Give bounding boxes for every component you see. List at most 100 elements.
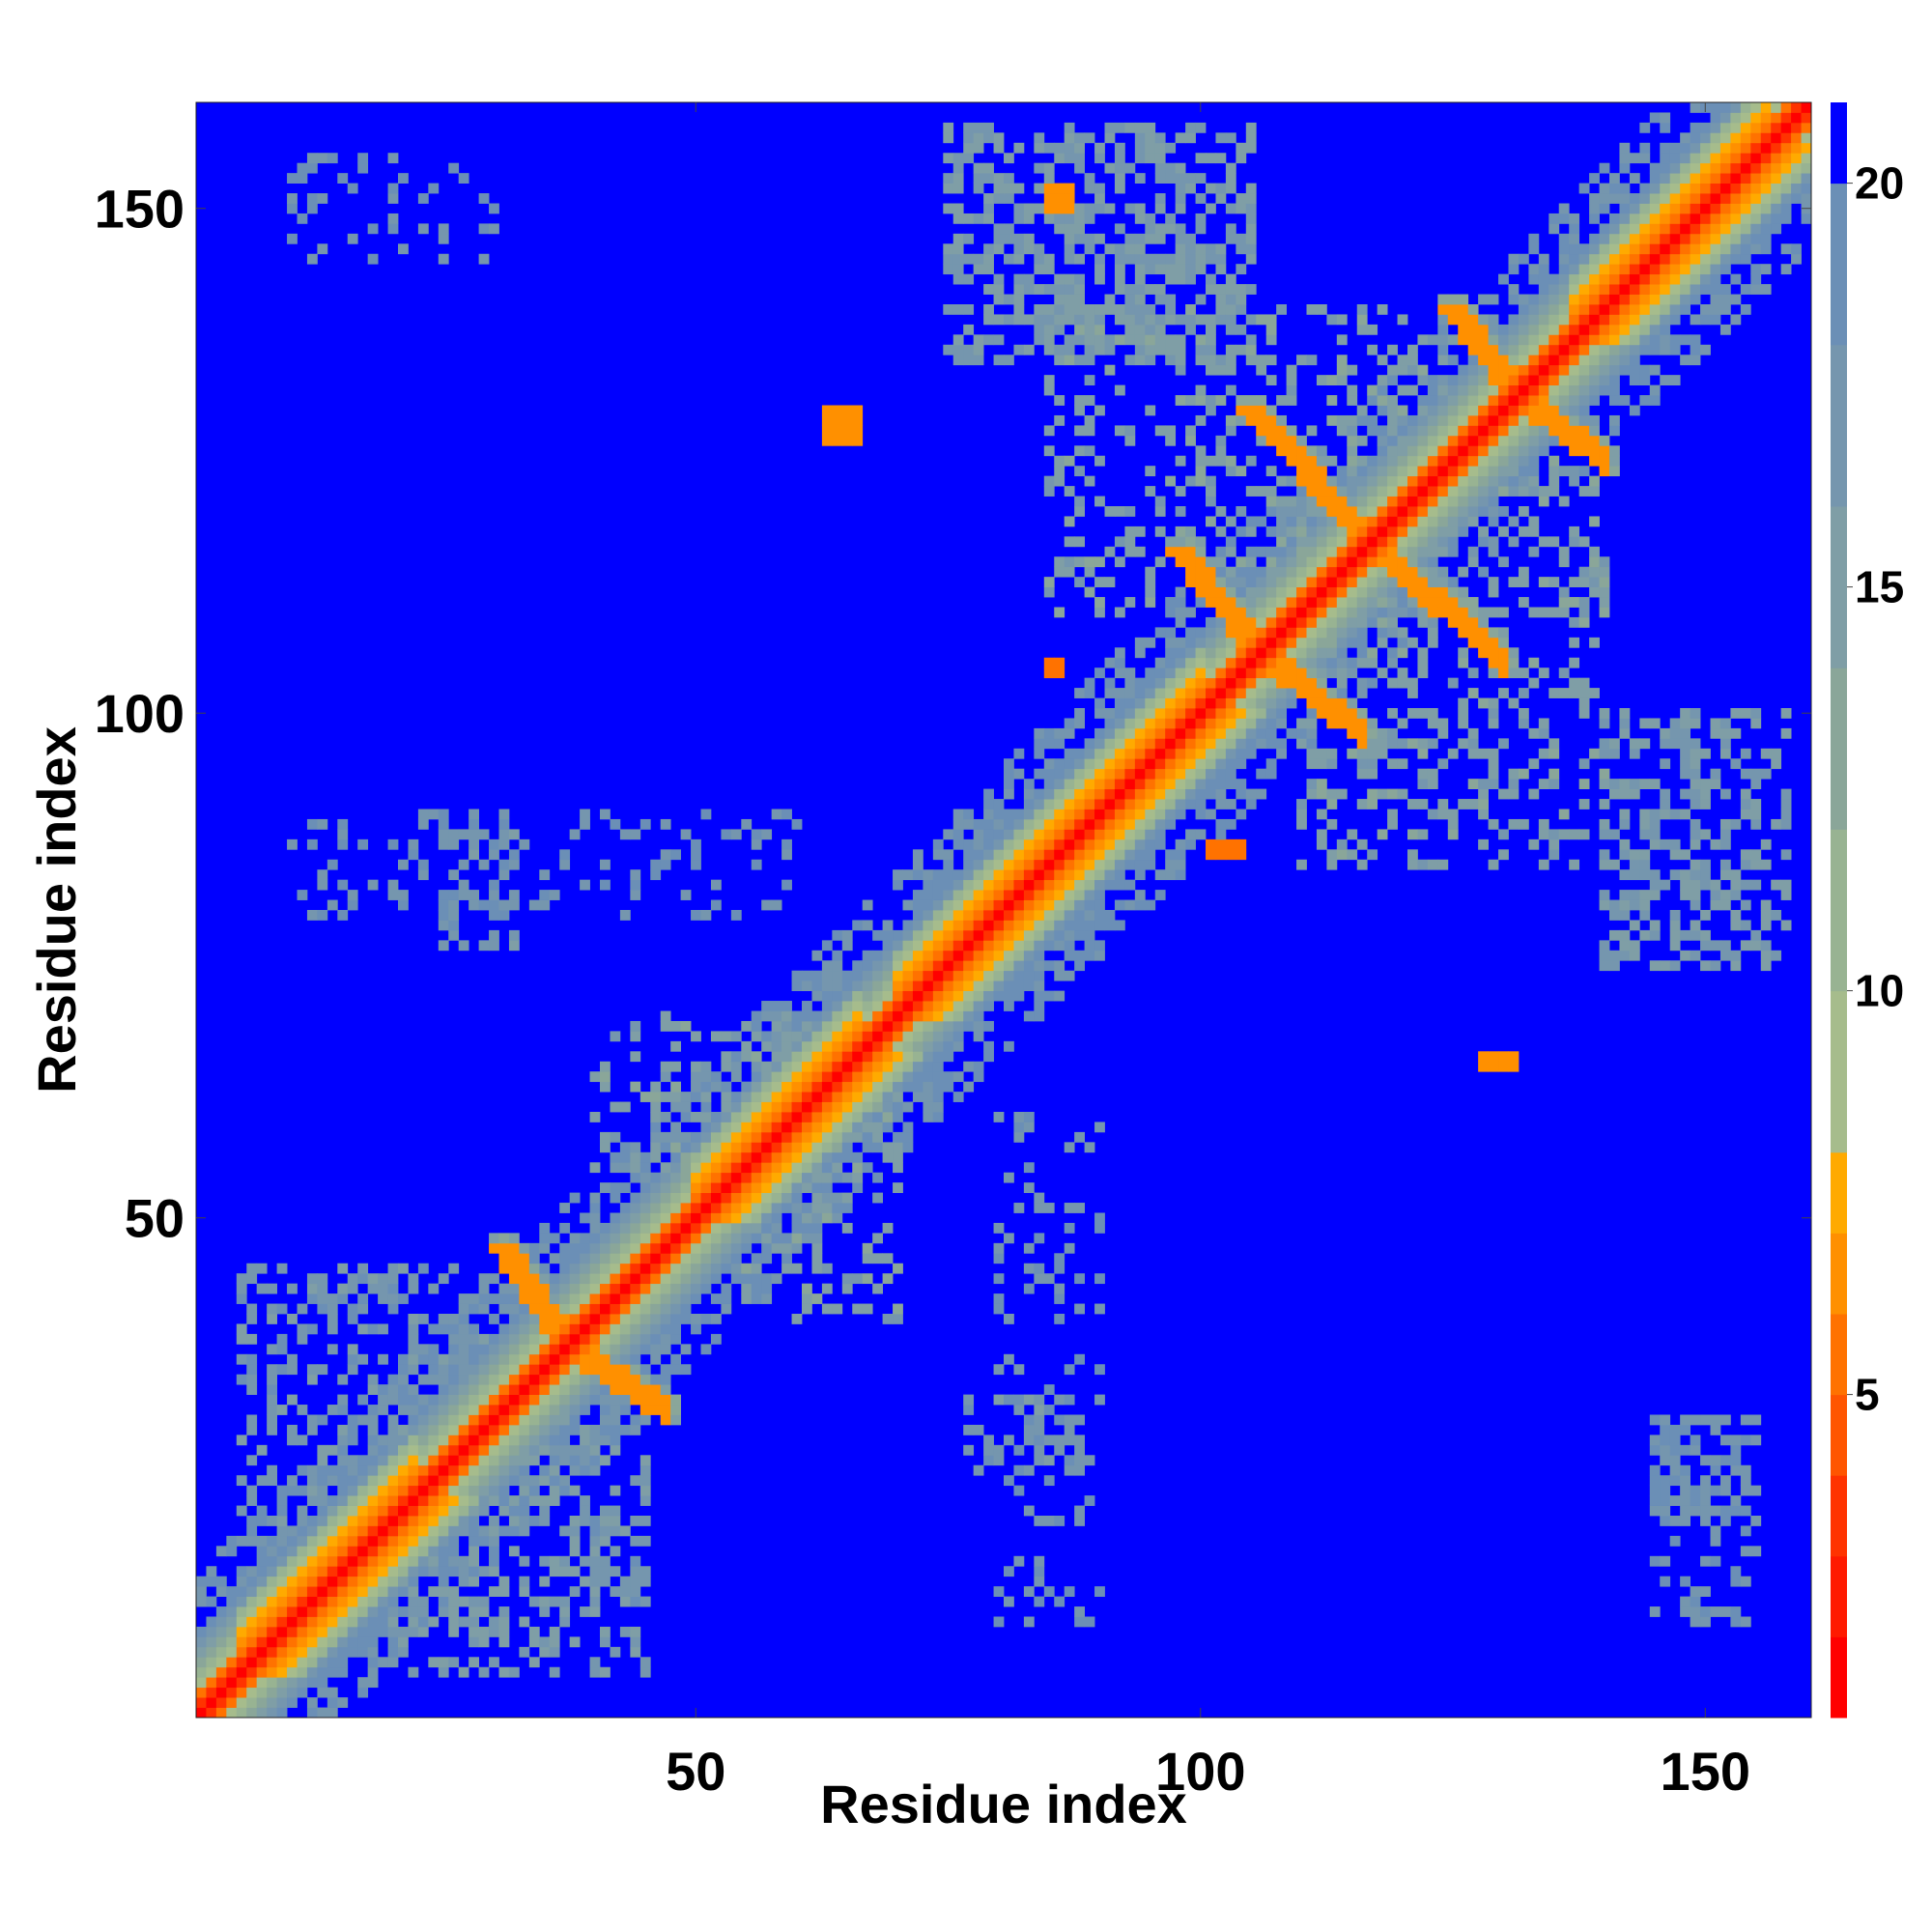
heatmap-cell [1589, 455, 1600, 467]
heatmap-cell [1407, 859, 1418, 870]
heatmap-cell [1387, 364, 1398, 376]
heatmap-cell [428, 1374, 440, 1385]
heatmap-cell [952, 829, 964, 840]
heatmap-cell [1074, 506, 1085, 517]
heatmap-cell [660, 1142, 671, 1153]
heatmap-cell [923, 970, 934, 981]
heatmap-cell [1578, 375, 1590, 385]
heatmap-cell [1347, 586, 1358, 598]
heatmap-cell [1245, 546, 1257, 557]
heatmap-cell [1124, 677, 1136, 689]
heatmap-cell [1236, 616, 1247, 628]
heatmap-cell [1498, 506, 1509, 517]
heatmap-cell [448, 1333, 460, 1345]
heatmap-cell [660, 1303, 671, 1315]
heatmap-cell [1074, 556, 1085, 568]
heatmap-cell [650, 1122, 662, 1133]
heatmap-cell [1175, 607, 1186, 618]
heatmap-cell [287, 1687, 298, 1698]
heatmap-cell [902, 960, 914, 972]
heatmap-cell [287, 1546, 298, 1557]
heatmap-cell [347, 1303, 358, 1315]
heatmap-cell [580, 1374, 590, 1385]
heatmap-cell [1094, 838, 1105, 850]
heatmap-cell [580, 1344, 590, 1355]
heatmap-cell [417, 1485, 429, 1496]
heatmap-cell [1145, 253, 1156, 265]
heatmap-cell [710, 879, 722, 891]
heatmap-cell [438, 1475, 449, 1487]
heatmap-cell [1427, 607, 1438, 618]
heatmap-cell [549, 1303, 560, 1315]
heatmap-cell [993, 990, 1005, 1002]
heatmap-cell [1206, 183, 1216, 194]
heatmap-cell [1578, 466, 1590, 477]
heatmap-cell [246, 1626, 258, 1637]
heatmap-cell [317, 1495, 328, 1506]
heatmap-cell [811, 1051, 823, 1063]
heatmap-cell [1225, 536, 1236, 548]
heatmap-cell [1447, 435, 1459, 446]
heatmap-cell [862, 899, 873, 911]
heatmap-cell [1367, 496, 1378, 507]
heatmap-cell [660, 1162, 671, 1174]
heatmap-cell [639, 1253, 651, 1264]
heatmap-cell [983, 264, 994, 275]
heatmap-cell [1528, 677, 1540, 689]
heatmap-cell [952, 304, 964, 315]
heatmap-cell [378, 1626, 388, 1637]
heatmap-cell [1004, 1233, 1014, 1244]
heatmap-cell [1245, 738, 1257, 750]
heatmap-cell [569, 1364, 581, 1376]
heatmap-cell [1104, 546, 1116, 557]
heatmap-cell [569, 1283, 581, 1294]
heatmap-cell [1265, 688, 1277, 698]
heatmap-cell [1548, 273, 1560, 285]
heatmap-cell [700, 1061, 712, 1072]
heatmap-cell [1447, 516, 1459, 527]
heatmap-cell [1458, 414, 1469, 426]
heatmap-cell [1599, 950, 1610, 961]
heatmap-cell [1265, 627, 1277, 639]
heatmap-cell [993, 173, 1005, 184]
heatmap-cell [751, 1142, 762, 1153]
heatmap-cell [1185, 425, 1196, 437]
heatmap-cell [1054, 304, 1065, 315]
heatmap-cell [1417, 526, 1429, 537]
heatmap-cell [1004, 890, 1014, 900]
heatmap-cell [1114, 162, 1125, 174]
heatmap-cell [1518, 375, 1529, 385]
heatmap-cell [1286, 364, 1297, 376]
heatmap-cell [791, 818, 803, 830]
heatmap-cell [215, 1626, 227, 1637]
heatmap-cell [1387, 616, 1398, 628]
heatmap-cell [700, 1203, 712, 1213]
heatmap-cell [306, 1606, 318, 1617]
heatmap-cell [721, 1192, 732, 1204]
heatmap-cell [1347, 546, 1358, 557]
heatmap-cell [508, 1314, 520, 1324]
heatmap-cell [378, 1616, 388, 1628]
heatmap-cell [973, 355, 984, 366]
heatmap-cell [1245, 203, 1257, 214]
heatmap-cell [811, 1182, 823, 1193]
heatmap-cell [841, 970, 853, 981]
heatmap-cell [1265, 577, 1277, 587]
heatmap-cell [580, 1212, 590, 1224]
heatmap-cell [428, 1444, 440, 1456]
heatmap-cell [1367, 486, 1378, 497]
heatmap-cell [973, 990, 984, 1002]
heatmap-cell [1043, 768, 1055, 780]
heatmap-cell [700, 1151, 712, 1163]
heatmap-cell [1023, 1435, 1035, 1446]
heatmap-cell [1215, 657, 1227, 668]
heatmap-cell [1558, 425, 1570, 437]
heatmap-cell [680, 1222, 692, 1234]
heatmap-cell [781, 1040, 792, 1052]
heatmap-cell [1518, 294, 1529, 305]
heatmap-cell [1013, 314, 1025, 326]
heatmap-cell [417, 1505, 429, 1517]
heatmap-cell [660, 818, 671, 830]
heatmap-cell [1447, 536, 1459, 548]
heatmap-cell [327, 1636, 338, 1648]
